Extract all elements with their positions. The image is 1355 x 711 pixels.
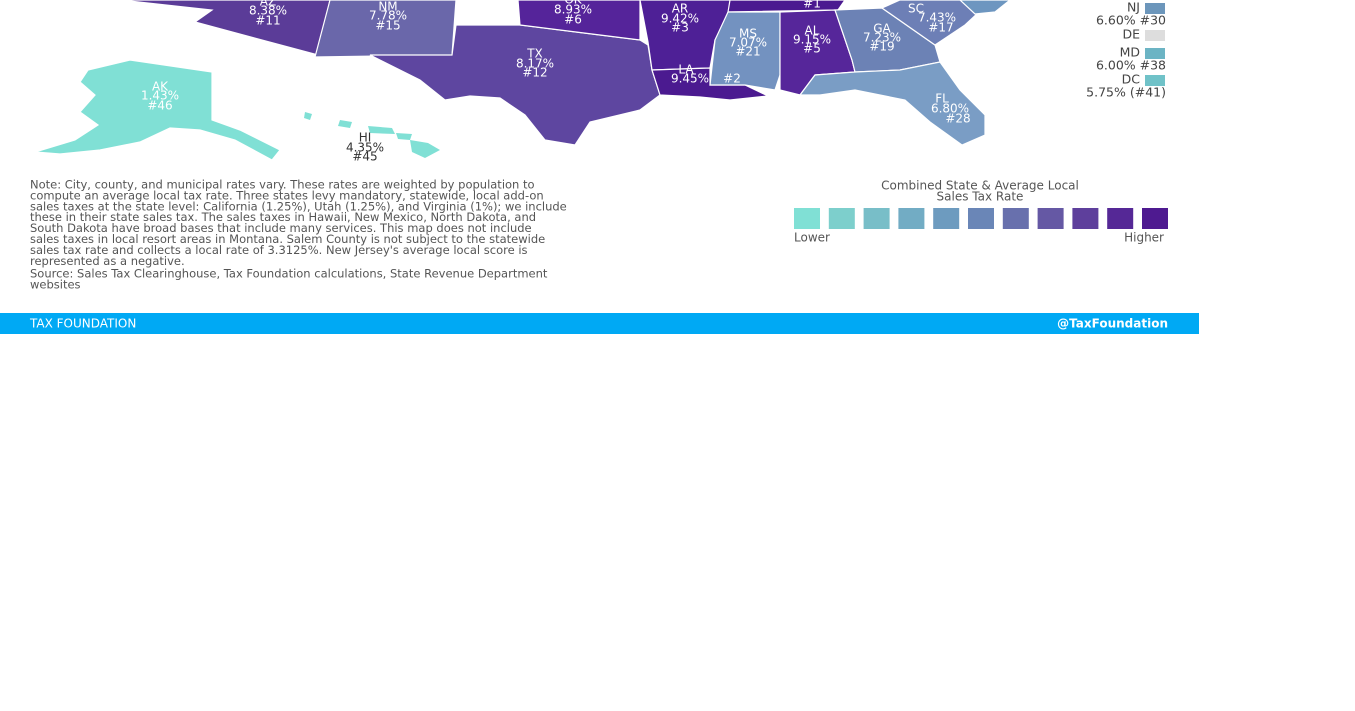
- scale-swatch: [863, 208, 890, 229]
- state-shape: [304, 112, 312, 120]
- state-abbr: AZ: [260, 0, 276, 9]
- state-shape: [34, 59, 281, 161]
- state-abbr: OK: [564, 0, 582, 7]
- state-abbr: AL: [805, 24, 820, 38]
- state-shape: [368, 126, 395, 134]
- state-rate: 9.15%: [793, 33, 831, 47]
- legend-value: 6.00% #38: [1096, 58, 1166, 73]
- state-rank: #12: [522, 66, 547, 80]
- note-line: compute an average local tax rate. Three…: [30, 188, 544, 202]
- state-rate: 9.45%: [671, 72, 709, 86]
- hawaii-islands: [304, 112, 440, 158]
- note-line: sales taxes at the state level: Californ…: [30, 199, 567, 213]
- scale-swatch: [794, 208, 820, 229]
- source-line: Source: Sales Tax Clearinghouse, Tax Fou…: [30, 267, 548, 281]
- state-rate: 7.43%: [918, 11, 956, 25]
- footer-handle: @TaxFoundation: [1057, 317, 1168, 331]
- scale-swatch: [828, 208, 855, 229]
- state-abbr: AK: [152, 80, 169, 94]
- state-shape: [959, 0, 1011, 15]
- map: AZ 8.38% #11 NM 7.78% #15 TX 8.17% #12 O…: [34, 0, 1011, 164]
- state-rate: 8.38%: [249, 4, 287, 18]
- note-line: Note: City, county, and municipal rates …: [30, 178, 535, 192]
- state-rate: 4.35%: [346, 141, 384, 155]
- legend-swatch: [1145, 75, 1165, 86]
- state-rate: 1.43%: [141, 89, 179, 103]
- state-rank: #21: [735, 45, 760, 59]
- state-rate: 8.93%: [554, 3, 592, 17]
- state-rank: #15: [375, 19, 400, 33]
- legend-value: 6.60% #30: [1096, 13, 1166, 28]
- state-abbr: AR: [672, 2, 689, 16]
- footer-brand: TAX FOUNDATION: [29, 317, 136, 331]
- state-rank: #5: [803, 42, 821, 56]
- state-abbr: FL: [935, 92, 949, 106]
- state-rate: 8.17%: [516, 57, 554, 71]
- state-abbr: SC: [908, 2, 924, 16]
- color-scale: Combined State & Average Local Sales Tax…: [794, 179, 1168, 245]
- state-rate: 9.42%: [661, 12, 699, 26]
- state-rank: #17: [928, 21, 953, 35]
- scale-swatch: [968, 208, 994, 229]
- state-rank: #1: [803, 0, 821, 11]
- state-shape: [338, 120, 352, 128]
- legend-swatch: [1145, 30, 1165, 41]
- state-rank: #45: [352, 150, 377, 164]
- scale-title: Combined State & Average Local: [881, 179, 1079, 193]
- footer-bar: [0, 313, 1199, 334]
- legend-abbr: MD: [1120, 45, 1140, 60]
- state-shape: [410, 140, 440, 158]
- state-rate: 7.78%: [369, 9, 407, 23]
- scale-high: Higher: [1124, 231, 1164, 245]
- legend-abbr: DE: [1122, 27, 1140, 42]
- scale-low: Lower: [794, 231, 830, 245]
- state-abbr: MS: [739, 27, 757, 41]
- state-rank: #3: [671, 21, 689, 35]
- note-line: these in their state sales tax. The sale…: [30, 210, 536, 224]
- state-abbr: TX: [526, 47, 543, 61]
- state-rank: #28: [945, 112, 970, 126]
- legend-value: 5.75% (#41): [1086, 85, 1166, 100]
- state-rank: #19: [869, 40, 894, 54]
- state-rate: 7.07%: [729, 36, 767, 50]
- state-abbr: TN: [778, 0, 795, 4]
- note-line: represented as a negative.: [30, 254, 185, 268]
- footer: TAX FOUNDATION @TaxFoundation: [0, 313, 1199, 334]
- state-shape: [396, 133, 412, 140]
- state-rank: #6: [564, 13, 582, 27]
- legend-abbr: DC: [1122, 72, 1141, 87]
- note-line: sales taxes in local resort areas in Mon…: [30, 232, 545, 246]
- state-rank: #46: [147, 99, 172, 113]
- legend-swatch: [1145, 3, 1165, 14]
- legend-abbr: NJ: [1127, 0, 1140, 15]
- state-abbr: LA: [678, 63, 694, 77]
- notes: Note: City, county, and municipal rates …: [30, 178, 567, 292]
- state-shape: [119, 0, 331, 56]
- state-shape: [517, 0, 641, 41]
- small-state-legend: NJ 6.60% #30 DE MD 6.00% #38 DC 5.75% (#…: [1086, 0, 1166, 100]
- scale-swatch: [1142, 208, 1168, 229]
- legend-swatch: [1145, 48, 1165, 59]
- scale-title: Sales Tax Rate: [937, 190, 1024, 204]
- scale-swatch: [933, 208, 960, 229]
- scale-swatch: [1072, 208, 1099, 229]
- scale-swatch: [1107, 208, 1134, 229]
- state-shape: [798, 61, 986, 146]
- state-abbr: GA: [873, 22, 891, 36]
- source-line: websites: [30, 277, 81, 291]
- state-rate: 7.23%: [863, 31, 901, 45]
- state-rank: #2: [723, 72, 741, 86]
- scale-swatch: [898, 208, 925, 229]
- state-rank: #11: [255, 14, 280, 28]
- state-rate: 6.80%: [931, 102, 969, 116]
- state-abbr: NM: [378, 0, 397, 14]
- state-abbr: HI: [359, 131, 372, 145]
- scale-swatch: [1037, 208, 1064, 229]
- note-line: sales tax rate and collects a local rate…: [30, 243, 528, 257]
- scale-swatch: [1002, 208, 1029, 229]
- note-line: South Dakota have broad bases that inclu…: [30, 221, 532, 235]
